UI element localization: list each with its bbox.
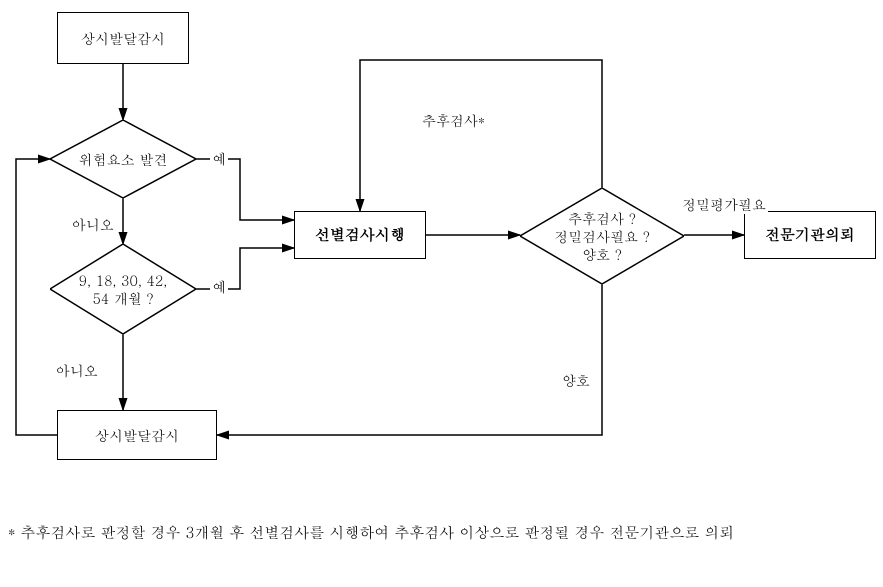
- node-risk-found: 위험요소 발견: [50, 120, 196, 198]
- edge-label-d3-ok: 양호: [560, 370, 592, 390]
- node-label: 상시발달감시: [95, 426, 179, 444]
- node-age-check: 9, 18, 30, 42, 54 개월 ?: [50, 244, 196, 334]
- node-label: 추후검사 ? 정밀검사필요 ? 양호 ?: [554, 209, 650, 264]
- edge-label-d3-followup: 추후검사*: [420, 110, 487, 130]
- edge-label-d2-yes: 예: [210, 276, 228, 296]
- node-label: 전문기관의뢰: [765, 225, 855, 245]
- node-label: 선별검사시행: [315, 225, 405, 245]
- edge-label-d1-yes: 예: [210, 148, 228, 168]
- node-screening-test: 선별검사시행: [294, 211, 426, 259]
- node-screening-result: 추후검사 ? 정밀검사필요 ? 양호 ?: [520, 188, 684, 284]
- node-label: 위험요소 발견: [79, 150, 168, 168]
- node-label: 상시발달감시: [81, 29, 165, 47]
- edge-label-d3-eval: 정밀평가필요: [680, 194, 768, 214]
- edge-label-d1-no: 아니오: [70, 214, 116, 234]
- node-continuous-monitoring-bottom: 상시발달감시: [57, 410, 217, 460]
- node-continuous-monitoring-top: 상시발달감시: [57, 12, 189, 64]
- edge-label-d2-no: 아니오: [54, 360, 100, 380]
- node-specialist-referral: 전문기관의뢰: [744, 211, 876, 259]
- footnote-text: * 추후검사로 판정할 경우 3개월 후 선별검사를 시행하여 추후검사 이상으…: [8, 520, 868, 546]
- node-label: 9, 18, 30, 42, 54 개월 ?: [79, 271, 168, 307]
